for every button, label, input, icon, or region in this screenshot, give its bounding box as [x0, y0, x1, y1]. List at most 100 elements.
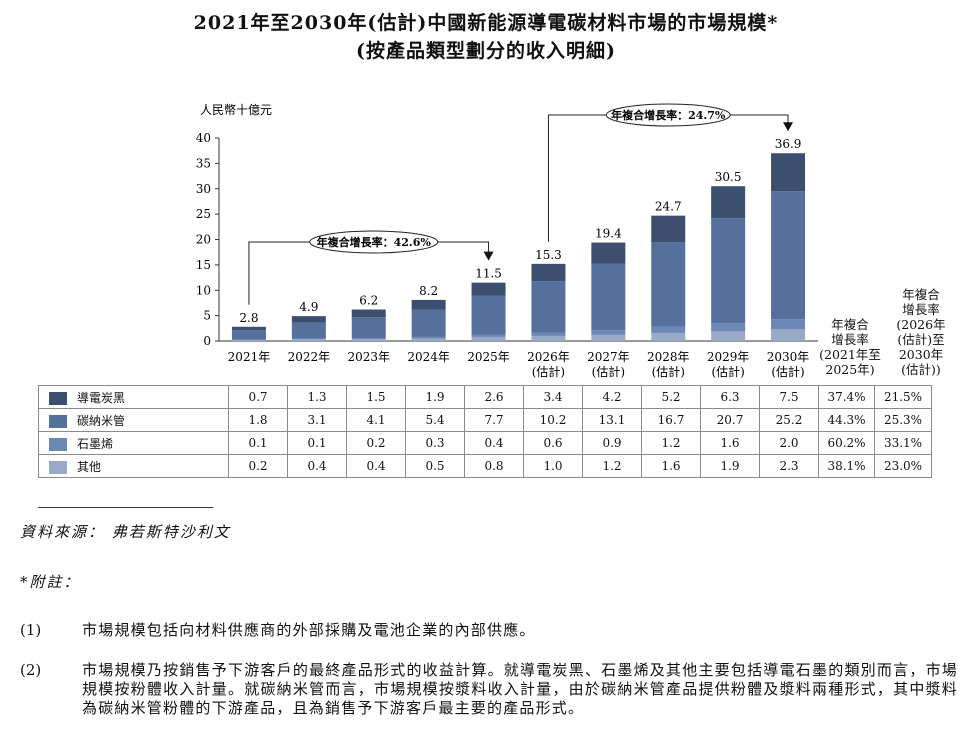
arrow-head-icon	[483, 251, 494, 261]
table-cell: 0.3	[405, 431, 465, 455]
table-cell: 2.6	[464, 385, 524, 409]
y-tick-label: 15	[196, 258, 211, 272]
note-2-number: (2)	[20, 661, 42, 679]
x-tick-label: 2023年	[347, 350, 390, 364]
cagr-cell: 38.1%	[818, 454, 875, 478]
bar-total-label: 6.2	[359, 294, 378, 308]
table-cell: 5.4	[405, 408, 465, 432]
legend-swatch	[49, 437, 67, 451]
bar-segment-其他	[531, 335, 566, 341]
table-cell: 3.4	[523, 385, 583, 409]
y-tick-label: 25	[196, 207, 211, 221]
table-cell: 20.7	[700, 408, 760, 432]
table-cell: 0.4	[464, 431, 524, 455]
table-cell: 4.1	[346, 408, 406, 432]
table-cell: 0.5	[405, 454, 465, 478]
bar-total-label: 11.5	[475, 267, 502, 281]
cagr-header-line: (2026年	[896, 317, 946, 332]
cagr-cell: 60.2%	[818, 431, 875, 455]
bar-segment-石墨烯	[231, 339, 266, 340]
bar-segment-碳納米管	[651, 242, 686, 327]
x-tick-label: 2021年	[228, 350, 271, 364]
x-tick-label: 2027年	[587, 350, 630, 364]
bar-segment-碳納米管	[711, 218, 746, 324]
bar-segment-其他	[231, 339, 266, 341]
y-tick-label: 35	[196, 156, 211, 170]
cagr-header-line: 2025年)	[825, 362, 875, 377]
cagr-cell: 44.3%	[818, 408, 875, 432]
bar-total-label: 4.9	[299, 300, 318, 314]
legend-swatch	[49, 414, 67, 428]
bar-segment-石墨烯	[711, 323, 746, 332]
table-cell: 1.2	[582, 454, 642, 478]
bar-segment-導電炭黑	[651, 215, 686, 243]
x-tick-label: (估計)	[771, 364, 804, 379]
row-label: 碳納米管	[38, 408, 229, 432]
table-cell: 0.4	[287, 454, 347, 478]
y-tick-label: 30	[196, 182, 211, 196]
table-cell: 25.2	[759, 408, 819, 432]
row-label: 其他	[38, 454, 229, 478]
x-tick-label: 2025年	[467, 350, 510, 364]
bar-segment-其他	[651, 332, 686, 341]
cagr-header-line: (估計)至	[897, 332, 945, 347]
table-cell: 1.6	[641, 454, 701, 478]
row-label: 石墨烯	[38, 431, 229, 455]
bar-total-label: 2.8	[239, 311, 258, 325]
cagr-header-line: (估計))	[901, 362, 941, 377]
note-2-text: 市場規模乃按銷售予下游客戶的最終產品形式的收益計算。就導電炭黑、石墨烯及其他主要…	[82, 661, 958, 717]
chart-subtitle: (按產品類型劃分的收入明細)	[356, 40, 616, 62]
legend-swatch	[49, 460, 67, 474]
bar-total-label: 15.3	[535, 248, 562, 262]
legend-label: 石墨烯	[77, 436, 114, 451]
table-cell: 1.6	[700, 431, 760, 455]
bar-segment-導電炭黑	[471, 282, 506, 296]
bar-segment-導電炭黑	[711, 186, 746, 219]
cagr-header-line: (2021年至	[819, 347, 881, 362]
footnote-label: *附註：	[20, 573, 81, 591]
table-cell: 3.1	[287, 408, 347, 432]
bar-total-label: 24.7	[655, 200, 682, 214]
table-row: 碳納米管 1.8 3.1 4.1 5.4 7.7 10.2 13.1 16.7 20.7 25.2 4…	[38, 408, 932, 432]
bar-segment-導電炭黑	[591, 242, 626, 264]
bar-segment-其他	[471, 336, 506, 341]
cagr-header-line: 2030年	[898, 347, 944, 362]
bar-segment-導電炭黑	[531, 263, 566, 282]
table-cell: 6.3	[700, 385, 760, 409]
table-cell: 0.1	[228, 431, 288, 455]
legend-label: 碳納米管	[77, 413, 126, 428]
bar-segment-碳納米管	[531, 281, 566, 333]
cagr-ellipse	[605, 103, 731, 127]
bar-segment-石墨烯	[771, 319, 806, 330]
bar-segment-石墨烯	[591, 330, 626, 335]
table-cell: 16.7	[641, 408, 701, 432]
bar-segment-碳納米管	[771, 191, 806, 320]
table-cell: 13.1	[582, 408, 642, 432]
y-tick-label: 40	[196, 131, 211, 145]
legend-label: 導電炭黑	[77, 390, 126, 405]
legend-swatch	[49, 391, 67, 405]
cagr-cell: 21.5%	[874, 385, 932, 409]
bar-segment-碳納米管	[351, 317, 386, 338]
arrow-head-icon	[783, 122, 794, 132]
table-cell: 1.0	[523, 454, 583, 478]
table-cell: 0.1	[287, 431, 347, 455]
bar-segment-碳納米管	[291, 322, 326, 339]
cagr-label-2021-2025: 年複合增長率：42.6%	[317, 235, 432, 249]
cagr-cell: 33.1%	[874, 431, 932, 455]
source-note: 資料來源： 弗若斯特沙利文	[20, 523, 231, 541]
data-table: 導電炭黑 0.7 1.3 1.5 1.9 2.6 3.4 4.2 5.2 6.3 7.5 37.4% 2…	[38, 385, 932, 478]
table-cell: 1.9	[405, 385, 465, 409]
bar-segment-石墨烯	[651, 326, 686, 333]
bar-segment-其他	[771, 329, 806, 341]
cagr-header-line: 增長率	[902, 302, 940, 317]
x-tick-label: 2029年	[707, 350, 750, 364]
table-cell: 2.0	[759, 431, 819, 455]
stacked-bar-chart: 0 5 10 15 20 25 30 35 40 人民幣十億元 2.8 2021年 4.9 2022年 6…	[196, 103, 818, 379]
bar-segment-碳納米管	[231, 330, 266, 340]
row-label: 導電炭黑	[38, 385, 229, 409]
bar-segment-石墨烯	[531, 332, 566, 336]
bar-segment-其他	[291, 338, 326, 341]
divider	[38, 507, 213, 508]
cagr-cell: 25.3%	[874, 408, 932, 432]
